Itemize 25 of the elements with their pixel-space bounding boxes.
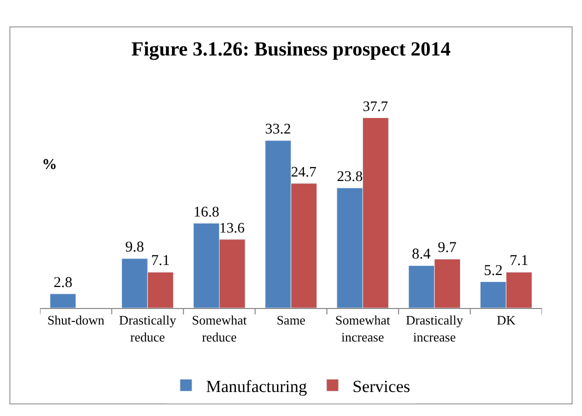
data-label: 16.8 [193, 204, 220, 220]
data-label: 33.2 [265, 122, 291, 138]
data-label: 23.8 [336, 169, 363, 186]
data-label: 9.8 [125, 240, 144, 256]
chart-title: Figure 3.1.26: Business prospect 2014 [131, 38, 451, 61]
bar [50, 294, 76, 308]
legend-label: Manufacturing [206, 376, 308, 396]
legend-label: Services [352, 376, 410, 396]
x-tick-label: Shut-down [47, 312, 105, 328]
x-tick-label: Drastically reduce [119, 312, 177, 344]
data-label: 37.7 [362, 98, 388, 115]
data-label: 7.1 [510, 253, 528, 270]
x-tick-label: Drastically increase [406, 312, 464, 344]
data-label: 5.2 [484, 262, 503, 279]
x-tick-label: Somewhat reduce [192, 312, 248, 344]
data-label: 24.7 [291, 164, 316, 181]
data-label: 2.8 [54, 274, 72, 291]
x-tick-label: Same [276, 312, 306, 328]
x-tick-label: Somewhat increase [335, 312, 391, 344]
data-label: 13.6 [219, 220, 245, 237]
y-axis-title: % [42, 157, 57, 173]
x-tick-label: DK [496, 312, 516, 328]
data-label: 8.4 [412, 246, 432, 263]
data-label: 7.1 [151, 253, 170, 270]
data-label: 9.7 [438, 240, 457, 256]
